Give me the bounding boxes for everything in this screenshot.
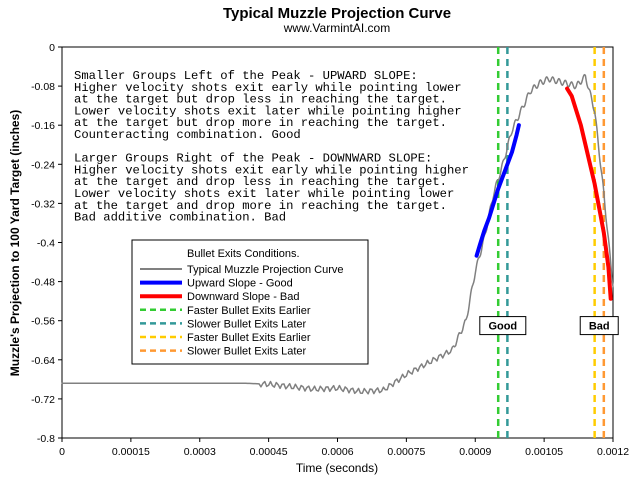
legend-entry-label: Upward Slope - Good — [187, 278, 293, 290]
note-line: Bad additive combination. Bad — [74, 211, 286, 225]
y-tick-label: -0.48 — [31, 277, 55, 289]
chart-subtitle: www.VarmintAI.com — [283, 21, 390, 35]
legend: Bullet Exits Conditions. Typical Muzzle … — [131, 239, 369, 365]
downward-slope-line — [565, 86, 613, 301]
x-tick-label: 0.0003 — [184, 446, 216, 458]
legend-entry-label: Faster Bullet Exits Earlier — [187, 332, 311, 344]
note-line: at the target but drop more in reaching … — [74, 116, 447, 130]
upward-slope-line — [474, 123, 521, 258]
x-tick-label: 0.00075 — [387, 446, 425, 458]
annotation-box — [579, 316, 619, 336]
x-tick-label: 0.0009 — [459, 446, 491, 458]
note-line: Smaller Groups Left of the Peak - UPWARD… — [74, 69, 418, 83]
x-tick-label: 0.00015 — [112, 446, 150, 458]
y-tick-label: -0.32 — [31, 198, 55, 210]
y-tick-label: -0.8 — [37, 433, 55, 445]
chart-title: Typical Muzzle Projection Curve — [223, 5, 451, 22]
note-line: at the target but drop less in reaching … — [74, 93, 447, 107]
series-layer — [61, 73, 614, 395]
y-tick-label: 0 — [49, 42, 55, 54]
legend-entry-label: Downward Slope - Bad — [187, 291, 300, 303]
y-tick-label: -0.72 — [31, 394, 55, 406]
annotation-label: Bad — [589, 321, 610, 333]
y-axis-label: Muzzle's Projection to 100 Yard Target (… — [8, 110, 22, 376]
x-axis: 0 0.00015 0.0003 0.00045 0.0006 0.00075 0.0009… — [59, 438, 629, 458]
x-tick-label: 0.0006 — [321, 446, 353, 458]
note-line: Higher velocity shots exit early while p… — [74, 81, 462, 95]
y-tick-label: -0.64 — [31, 355, 55, 367]
note-line: Higher velocity shots exit early while p… — [74, 163, 469, 177]
note-line: Larger Groups Right of the Peak - DOWNWA… — [74, 152, 432, 166]
x-tick-label: 0.0012 — [597, 446, 629, 458]
projection-curve-line — [61, 73, 614, 395]
y-tick-label: -0.08 — [31, 81, 55, 93]
x-tick-label: 0 — [59, 446, 65, 458]
note-line: Lower velocity shots exit later while po… — [74, 104, 462, 118]
legend-box — [131, 239, 369, 365]
note-line: Counteracting combination. Good — [74, 128, 301, 142]
y-axis: 0 -0.08 -0.16 -0.24 -0.32 -0.4 -0.48 -0.56 -0.64… — [31, 42, 62, 445]
annotations: Good Bad — [479, 316, 619, 336]
explanation-notes: Smaller Groups Left of the Peak - UPWARD… — [74, 69, 469, 225]
legend-entry-label: Faster Bullet Exits Earlier — [187, 305, 311, 317]
legend-entry-label: Typical Muzzle Projection Curve — [187, 264, 344, 276]
legend-title: Bullet Exits Conditions. — [187, 248, 300, 260]
legend-entry-label: Slower Bullet Exits Later — [187, 318, 307, 330]
y-tick-label: -0.24 — [31, 159, 55, 171]
x-tick-label: 0.00045 — [250, 446, 288, 458]
legend-entry-label: Slower Bullet Exits Later — [187, 346, 307, 358]
annotation-label: Good — [488, 321, 517, 333]
y-tick-label: -0.56 — [31, 316, 55, 328]
note-line: at the target and drop more in reaching … — [74, 199, 447, 213]
note-line: at the target and drop less in reaching … — [74, 175, 447, 189]
annotation-box — [479, 316, 527, 336]
x-tick-label: 0.00105 — [525, 446, 563, 458]
x-axis-label: Time (seconds) — [296, 461, 378, 475]
y-tick-label: -0.4 — [37, 238, 55, 250]
y-tick-label: -0.16 — [31, 120, 55, 132]
note-line: Lower velocity shots exit later while po… — [74, 187, 454, 201]
